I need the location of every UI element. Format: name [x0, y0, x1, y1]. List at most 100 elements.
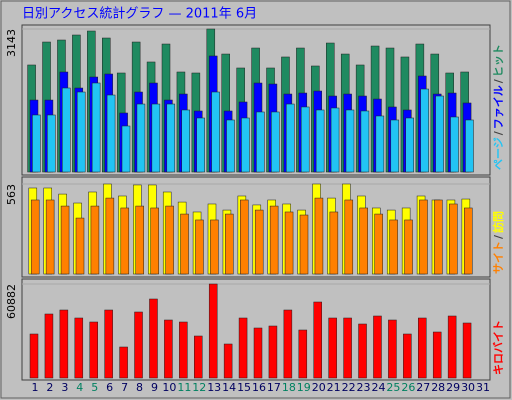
bar: [151, 103, 161, 173]
bar: [447, 315, 457, 379]
bar: [271, 111, 280, 173]
chart-title: 日別アクセス統計グラフ — 2011年 6月: [22, 6, 257, 22]
bar: [135, 205, 144, 275]
bar: [432, 331, 442, 379]
legend-entry: サイト: [492, 241, 505, 274]
x-tick-label: 21: [327, 381, 341, 394]
bar: [47, 114, 56, 173]
bar: [74, 317, 84, 379]
bar: [30, 199, 40, 275]
bar: [179, 321, 188, 379]
legend-entry: 訪問: [491, 211, 505, 233]
bar: [76, 91, 86, 173]
bar: [89, 321, 98, 379]
bar: [241, 117, 250, 173]
bar: [104, 309, 113, 379]
x-tick-label: 23: [357, 381, 371, 394]
bar: [254, 209, 264, 275]
bar: [59, 309, 69, 379]
x-tick-label: 10: [162, 381, 176, 394]
bar: [329, 211, 339, 275]
x-tick-label: 28: [431, 381, 445, 394]
bar: [149, 298, 158, 379]
legend: ページ/ファイル/ヒット: [492, 44, 505, 170]
bar: [208, 283, 218, 379]
legend-separator: /: [492, 78, 505, 83]
bar: [315, 109, 325, 173]
legend-separator: /: [492, 130, 505, 135]
legend-entry: ヒット: [492, 44, 505, 77]
bar: [284, 211, 294, 275]
bar: [121, 125, 131, 173]
bar: [374, 213, 383, 275]
bar: [359, 207, 368, 275]
bar: [165, 205, 174, 275]
x-tick-label: 11: [177, 381, 191, 394]
x-tick-label: 3: [61, 381, 68, 394]
bar: [240, 199, 249, 275]
bar: [328, 317, 337, 379]
bar: [344, 199, 354, 275]
bar: [420, 88, 429, 173]
x-tick-label: 26: [401, 381, 415, 394]
bar: [283, 309, 293, 379]
bar: [300, 106, 310, 173]
bar: [29, 333, 39, 379]
y-tick-label: 563: [5, 184, 18, 205]
bar: [181, 109, 190, 173]
x-tick-label: 12: [192, 381, 206, 394]
x-tick-label: 24: [371, 381, 385, 394]
x-tick-label: 31: [476, 381, 490, 394]
bar: [313, 301, 322, 379]
bar: [314, 197, 324, 275]
x-tick-label: 8: [136, 381, 143, 394]
bar: [450, 116, 459, 173]
legend-separator: /: [492, 234, 505, 239]
bar: [345, 109, 355, 173]
bar: [195, 219, 204, 275]
bar: [268, 325, 278, 379]
bar: [360, 110, 370, 173]
x-tick-label: 22: [342, 381, 356, 394]
x-tick-label: 27: [416, 381, 430, 394]
x-tick-label: 16: [252, 381, 266, 394]
bar: [196, 117, 205, 173]
bar: [390, 119, 400, 173]
x-tick-label: 19: [297, 381, 311, 394]
x-tick-label: 18: [282, 381, 296, 394]
x-tick-label: 30: [461, 381, 475, 394]
x-tick-label: 7: [121, 381, 128, 394]
bar: [358, 323, 367, 379]
bar: [298, 329, 308, 379]
legend-entry: ファイル: [492, 85, 505, 129]
bar: [106, 94, 116, 173]
bar: [90, 205, 100, 275]
x-tick-label: 5: [91, 381, 98, 394]
x-tick-label: 2: [46, 381, 53, 394]
bar: [375, 115, 385, 173]
bar: [435, 95, 444, 173]
bar: [462, 322, 472, 379]
bar: [343, 317, 352, 379]
bar: [60, 205, 70, 275]
bar: [403, 333, 412, 379]
bar: [299, 214, 309, 275]
bar: [62, 87, 71, 173]
bar: [388, 319, 397, 379]
legend-entry: ページ: [492, 137, 505, 170]
bar: [286, 103, 295, 173]
y-tick-label: 60882: [5, 284, 18, 319]
bar: [210, 219, 219, 275]
x-tick-label: 6: [106, 381, 113, 394]
x-tick-label: 4: [76, 381, 83, 394]
bar: [405, 117, 414, 173]
legend-entry: キロバイト: [492, 320, 505, 375]
bar: [434, 199, 443, 275]
bar: [136, 103, 146, 173]
bar: [44, 313, 54, 379]
x-tick-label: 14: [222, 381, 236, 394]
bar: [150, 207, 159, 275]
bar: [465, 119, 474, 173]
